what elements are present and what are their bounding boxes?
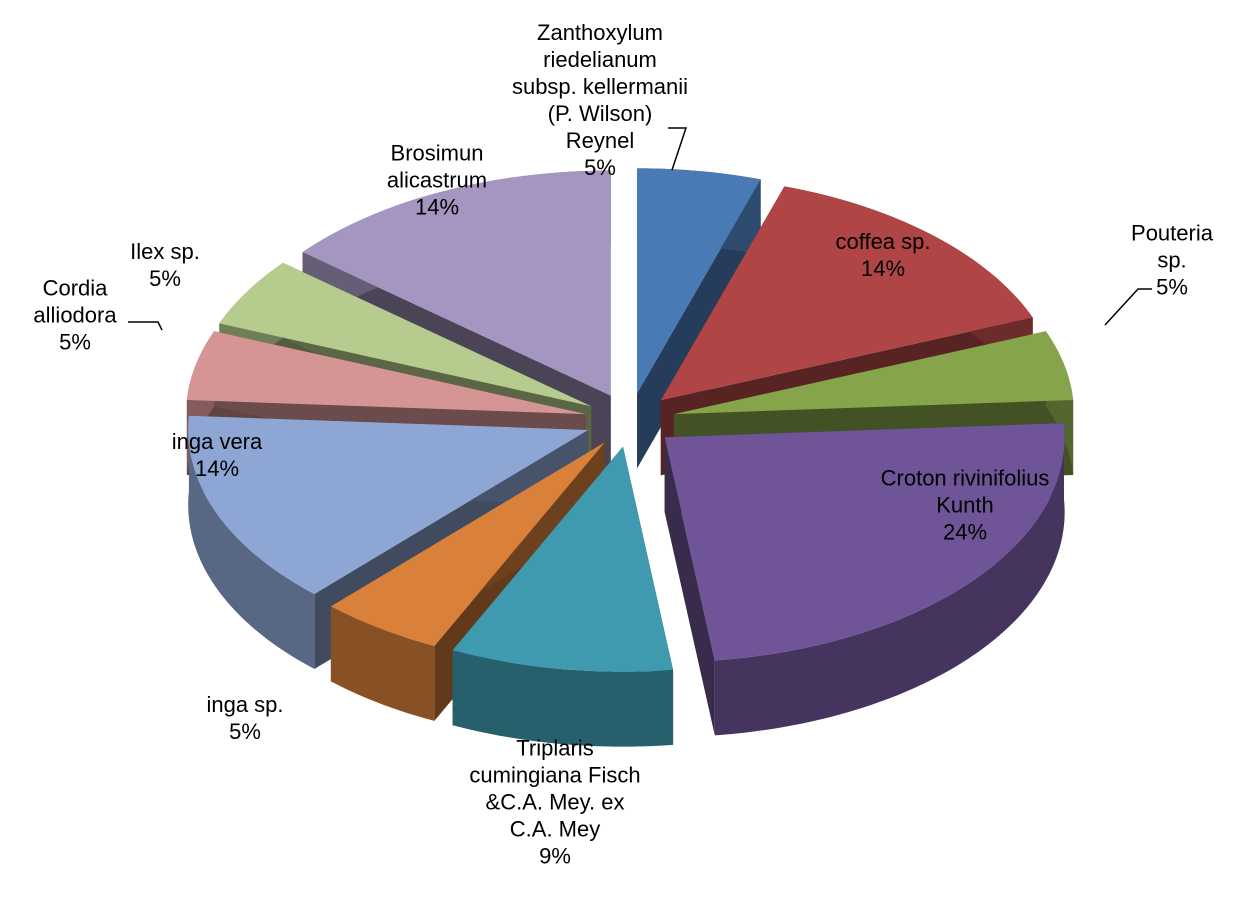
value-label: 14% (860, 256, 906, 281)
slice-edge (714, 423, 1065, 736)
slice-top (330, 442, 605, 646)
value-label: 5% (229, 719, 261, 744)
data-label: Zanthoxylum riedelianum subsp. kellerman… (512, 19, 688, 181)
data-label: coffea sp. 14% (836, 228, 931, 282)
value-label: 5% (59, 329, 91, 355)
slice-top (664, 423, 1065, 661)
leader-line (1104, 288, 1152, 326)
data-label: Pouteria sp. 5% (1130, 220, 1214, 301)
value-label: 5% (584, 155, 616, 180)
category-label: Ilex sp. (130, 239, 200, 264)
data-label: inga vera 14% (172, 428, 263, 482)
value-label: 5% (1156, 274, 1188, 300)
category-label: Triplaris cumingiana Fisch &C.A. Mey. ex… (469, 735, 641, 842)
slice-top (302, 170, 611, 396)
data-label: Brosimun alicastrum 14% (387, 140, 487, 221)
data-label: inga sp. 5% (206, 691, 283, 745)
value-label: 24% (942, 519, 988, 545)
slices (186, 168, 1074, 747)
slice-side (664, 437, 715, 736)
slice-top (660, 186, 1033, 401)
data-label: Croton rivinifolius Kunth 24% (881, 465, 1050, 546)
category-label: Pouteria sp. (1131, 220, 1213, 273)
value-label: 5% (149, 266, 181, 291)
category-label: Brosimun alicastrum (386, 140, 488, 193)
leader-line (128, 321, 163, 331)
category-label: inga sp. (206, 692, 284, 717)
slice-top (219, 262, 592, 407)
slice-top (673, 331, 1074, 415)
category-label: coffea sp. (835, 229, 931, 254)
value-label: 14% (414, 194, 460, 220)
slice-edge (330, 606, 435, 721)
data-label: Ilex sp. 5% (130, 238, 200, 292)
category-label: inga vera (171, 429, 263, 454)
data-label: Cordia alliodora 5% (33, 275, 116, 356)
slice-top (452, 446, 674, 672)
slice-top (637, 168, 761, 394)
leader-line (668, 127, 688, 171)
category-label: Cordia alliodora (33, 275, 117, 328)
slice-edge (188, 415, 315, 669)
category-label: Croton rivinifolius Kunth (880, 465, 1050, 518)
category-label: Zanthoxylum riedelianum subsp. kellerman… (511, 20, 689, 153)
data-label: Triplaris cumingiana Fisch &C.A. Mey. ex… (469, 735, 640, 870)
value-label: 9% (539, 843, 571, 869)
slice-top (188, 415, 589, 594)
slice-top (186, 331, 587, 415)
slice-edge (452, 650, 674, 747)
value-label: 14% (194, 456, 240, 481)
